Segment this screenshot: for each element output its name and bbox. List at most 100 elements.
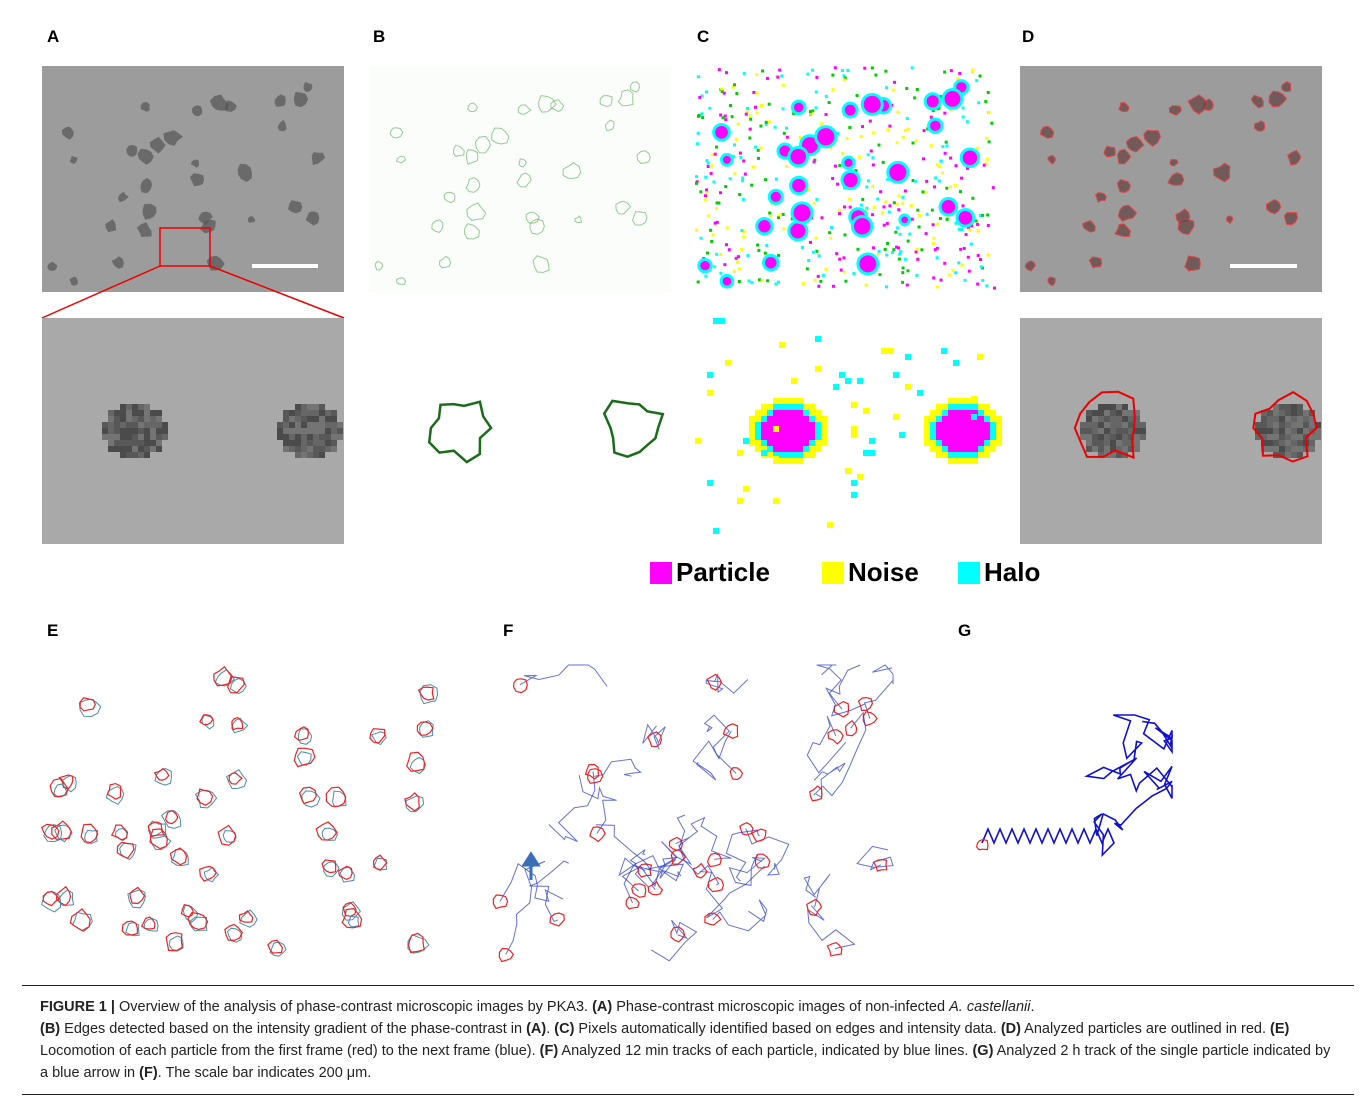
pixel xyxy=(120,428,126,434)
pixel xyxy=(132,410,138,416)
pixel xyxy=(749,422,755,428)
pixel xyxy=(936,404,942,410)
pixel xyxy=(901,202,904,205)
pixel xyxy=(965,233,968,236)
panel-label: E xyxy=(47,621,58,640)
track xyxy=(506,862,545,955)
pixel xyxy=(755,416,761,422)
pixel xyxy=(851,402,857,408)
pixel xyxy=(984,422,990,428)
pixel xyxy=(915,251,918,254)
pixel xyxy=(878,250,881,253)
pixel xyxy=(713,528,719,534)
pixel xyxy=(851,492,857,498)
pixel xyxy=(835,252,838,255)
pixel xyxy=(846,137,849,140)
pixel xyxy=(831,74,834,77)
pixel xyxy=(1116,422,1122,428)
pixel xyxy=(942,434,948,440)
pixel xyxy=(708,107,711,110)
pixel xyxy=(758,278,761,281)
pixel xyxy=(893,81,896,84)
pixel xyxy=(1098,434,1104,440)
pixel xyxy=(803,404,809,410)
pixel xyxy=(979,75,982,78)
pixel xyxy=(872,131,875,134)
pixel xyxy=(861,125,864,128)
image-b xyxy=(369,66,671,292)
pixel xyxy=(319,410,325,416)
track-first xyxy=(107,784,120,800)
pixel xyxy=(779,422,785,428)
pixel xyxy=(319,422,325,428)
particle xyxy=(845,105,856,116)
pixel xyxy=(948,428,954,434)
pixel xyxy=(924,434,930,440)
pixel xyxy=(942,446,948,452)
pixel xyxy=(749,118,752,121)
pixel xyxy=(932,242,935,245)
pixel xyxy=(936,446,942,452)
pixel xyxy=(932,223,935,226)
pixel xyxy=(809,440,815,446)
track-first xyxy=(130,887,145,903)
pixel xyxy=(834,66,837,69)
pixel xyxy=(870,149,873,152)
pixel xyxy=(777,213,780,216)
pixel xyxy=(755,73,758,76)
pixel xyxy=(984,428,990,434)
pixel xyxy=(1267,416,1273,422)
pixel xyxy=(803,416,809,422)
pixel xyxy=(951,269,954,272)
pixel xyxy=(295,452,301,458)
pixel xyxy=(984,434,990,440)
pixel xyxy=(1255,422,1261,428)
pixel xyxy=(713,318,719,324)
pixel xyxy=(940,279,943,282)
pixel xyxy=(881,348,887,354)
pixel xyxy=(283,416,289,422)
pixel xyxy=(150,440,156,446)
pixel xyxy=(977,254,980,257)
track-next xyxy=(324,862,340,877)
pixel xyxy=(150,410,156,416)
pixel xyxy=(959,248,962,251)
pixel xyxy=(1140,422,1146,428)
pixel xyxy=(923,129,926,132)
pixel xyxy=(773,426,779,432)
pixel xyxy=(906,284,909,287)
pixel xyxy=(926,213,929,216)
pixel xyxy=(966,422,972,428)
pixel xyxy=(331,428,337,434)
pixel xyxy=(1285,428,1291,434)
pixel xyxy=(1104,410,1110,416)
track xyxy=(643,725,666,750)
pixel xyxy=(886,222,889,225)
pixel xyxy=(936,452,942,458)
pixel xyxy=(942,410,948,416)
pixel xyxy=(695,229,698,232)
caption-run: Analyzed particles are outlined in red. xyxy=(1021,1021,1270,1037)
pixel xyxy=(715,207,718,210)
pixel xyxy=(325,410,331,416)
pixel xyxy=(150,428,156,434)
pixel xyxy=(739,152,742,155)
particle xyxy=(771,192,781,202)
pixel xyxy=(767,440,773,446)
pixel xyxy=(841,69,844,72)
pixel xyxy=(972,428,978,434)
legend-swatch xyxy=(822,562,844,584)
particle-outline xyxy=(493,895,507,908)
outline xyxy=(1104,146,1115,157)
pixel xyxy=(984,440,990,446)
caption: FIGURE 1 | Overview of the analysis of p… xyxy=(22,985,1354,1095)
pixel xyxy=(761,450,767,456)
caption-run: (D) xyxy=(1001,1021,1021,1037)
pixel xyxy=(963,247,966,250)
pixel xyxy=(1267,410,1273,416)
pixel xyxy=(283,428,289,434)
pixel xyxy=(883,224,886,227)
pixel xyxy=(138,404,144,410)
pixel xyxy=(331,446,337,452)
pixel xyxy=(289,434,295,440)
